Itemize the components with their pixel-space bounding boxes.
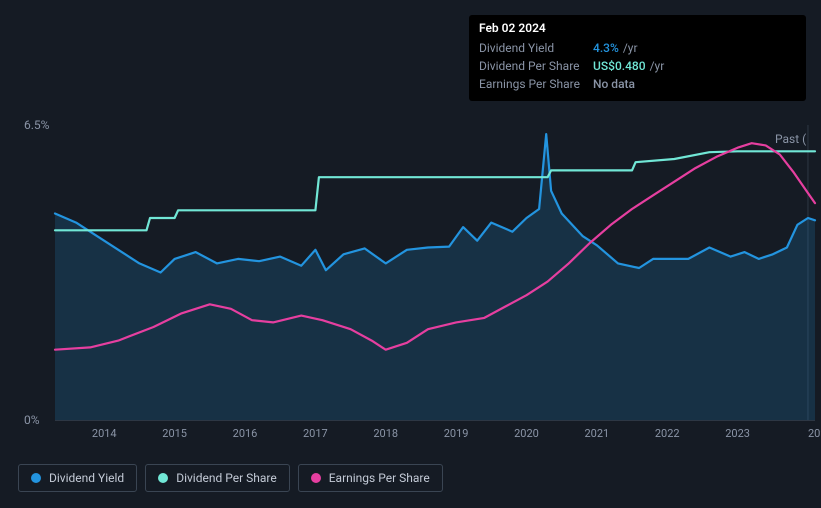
x-axis-label: 2018 [373, 427, 398, 440]
tooltip-label: Dividend Yield [479, 39, 593, 57]
chart-tooltip: Feb 02 2024 Dividend Yield 4.3% /yr Divi… [469, 15, 806, 101]
chart-container: Feb 02 2024 Dividend Yield 4.3% /yr Divi… [0, 0, 821, 508]
x-axis-label: 2014 [92, 427, 117, 440]
legend-dot-icon [31, 473, 41, 483]
legend-label: Earnings Per Share [329, 471, 430, 485]
x-axis-label: 2017 [303, 427, 328, 440]
x-axis-label: 2015 [162, 427, 187, 440]
x-axis-label: 2023 [725, 427, 750, 440]
x-axis-label: 202 [808, 427, 821, 440]
tooltip-date: Feb 02 2024 [479, 21, 796, 35]
x-axis-label: 2019 [444, 427, 469, 440]
tooltip-row-dps: Dividend Per Share US$0.480 /yr [479, 57, 796, 75]
legend-dot-icon [158, 473, 168, 483]
tooltip-row-eps: Earnings Per Share No data [479, 75, 796, 93]
legend-item-dps[interactable]: Dividend Per Share [145, 464, 290, 492]
legend-label: Dividend Yield [49, 471, 124, 485]
legend-item-yield[interactable]: Dividend Yield [18, 464, 137, 492]
past-marker-label: Past ( [775, 132, 806, 146]
tooltip-unit: /yr [650, 57, 665, 75]
legend-item-eps[interactable]: Earnings Per Share [298, 464, 443, 492]
y-axis-label: 0% [24, 413, 40, 427]
tooltip-value: 4.3% [593, 39, 619, 57]
chart-legend: Dividend Yield Dividend Per Share Earnin… [18, 464, 443, 492]
tooltip-label: Earnings Per Share [479, 75, 593, 93]
tooltip-label: Dividend Per Share [479, 57, 593, 75]
tooltip-value: No data [593, 75, 635, 93]
x-axis-label: 2016 [233, 427, 258, 440]
x-axis-label: 2020 [514, 427, 539, 440]
tooltip-value: US$0.480 [593, 57, 646, 75]
x-axis-label: 2022 [655, 427, 680, 440]
x-axis-label: 2021 [584, 427, 609, 440]
tooltip-row-yield: Dividend Yield 4.3% /yr [479, 39, 796, 57]
legend-label: Dividend Per Share [176, 471, 277, 485]
legend-dot-icon [311, 473, 321, 483]
tooltip-unit: /yr [623, 39, 638, 57]
y-axis-label: 6.5% [24, 118, 49, 132]
